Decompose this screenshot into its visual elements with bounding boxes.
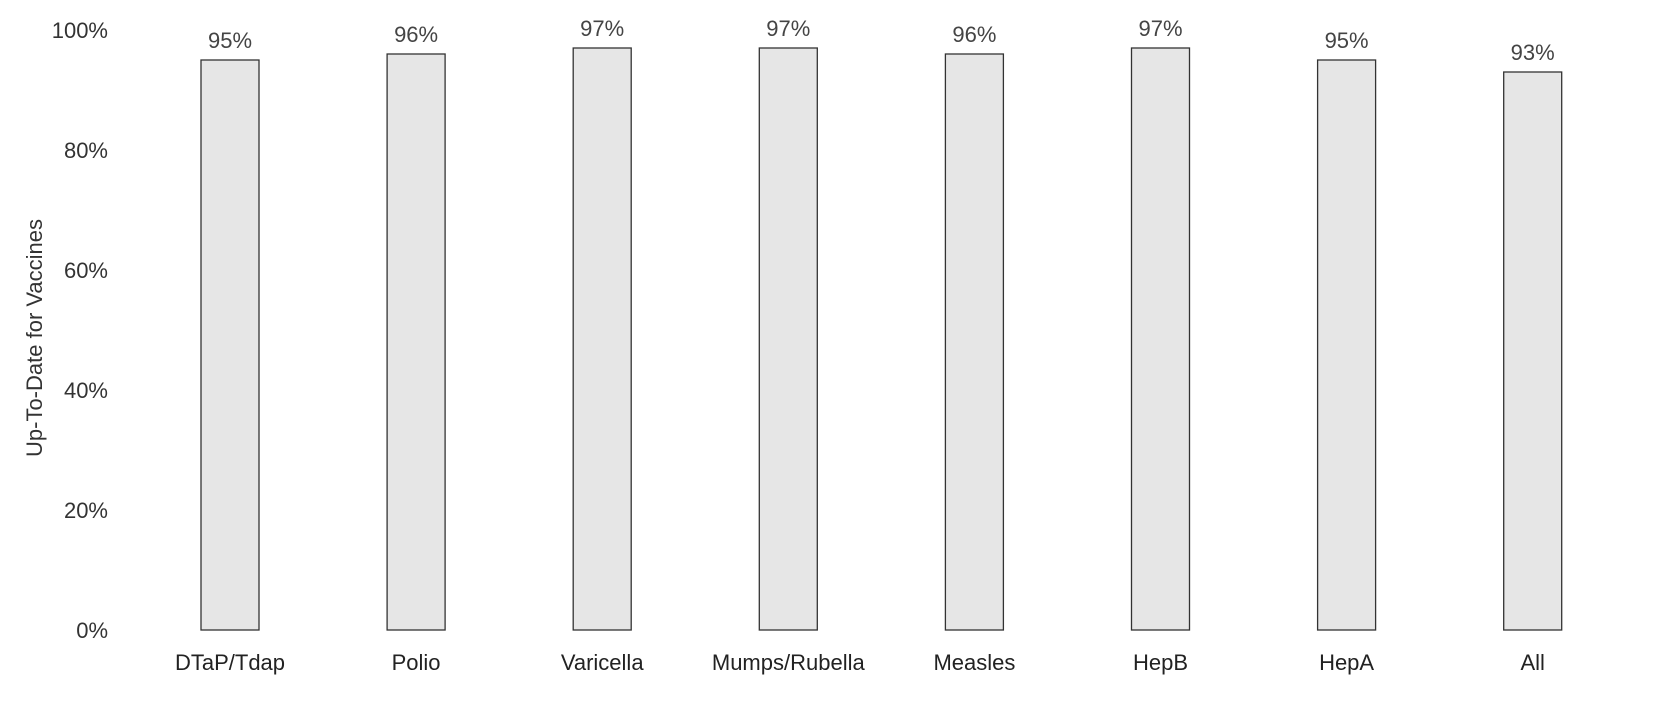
y-tick-label: 100%: [52, 18, 108, 43]
bar: [200, 59, 260, 631]
data-labels-group: 95% 96% 97% 97% 96% 97% 95% 93%: [208, 16, 1555, 65]
x-category-label: Measles: [933, 650, 1015, 675]
data-label: 95%: [208, 28, 252, 53]
bar: [1503, 71, 1563, 631]
x-category-label: All: [1520, 650, 1544, 675]
y-axis-title: Up-To-Date for Vaccines: [22, 219, 47, 457]
category-labels-group: DTaP/Tdap Polio Varicella Mumps/Rubella Meas…: [175, 650, 1545, 675]
bar: [944, 53, 1005, 631]
data-label: 96%: [952, 22, 996, 47]
x-category-label: DTaP/Tdap: [175, 650, 285, 675]
y-tick-label: 0%: [76, 618, 108, 643]
x-category-label: Varicella: [561, 650, 645, 675]
y-axis-ticks: 0% 20% 40% 60% 80% 100%: [52, 18, 108, 643]
y-tick-label: 60%: [64, 258, 108, 283]
data-label: 97%: [1138, 16, 1182, 41]
data-label: 97%: [580, 16, 624, 41]
y-tick-label: 40%: [64, 378, 108, 403]
x-category-label: Polio: [392, 650, 441, 675]
data-label: 97%: [766, 16, 810, 41]
bar: [386, 53, 446, 631]
y-tick-label: 80%: [64, 138, 108, 163]
bar: [572, 47, 632, 631]
bar: [758, 47, 818, 631]
bars-group: [200, 47, 1563, 631]
data-label: 96%: [394, 22, 438, 47]
y-tick-label: 20%: [64, 498, 108, 523]
data-label: 93%: [1511, 40, 1555, 65]
x-category-label: HepA: [1319, 650, 1374, 675]
x-category-label: HepB: [1133, 650, 1188, 675]
x-category-label: Mumps/Rubella: [712, 650, 866, 675]
bar: [1130, 47, 1191, 631]
data-label: 95%: [1325, 28, 1369, 53]
bar: [1316, 59, 1377, 631]
